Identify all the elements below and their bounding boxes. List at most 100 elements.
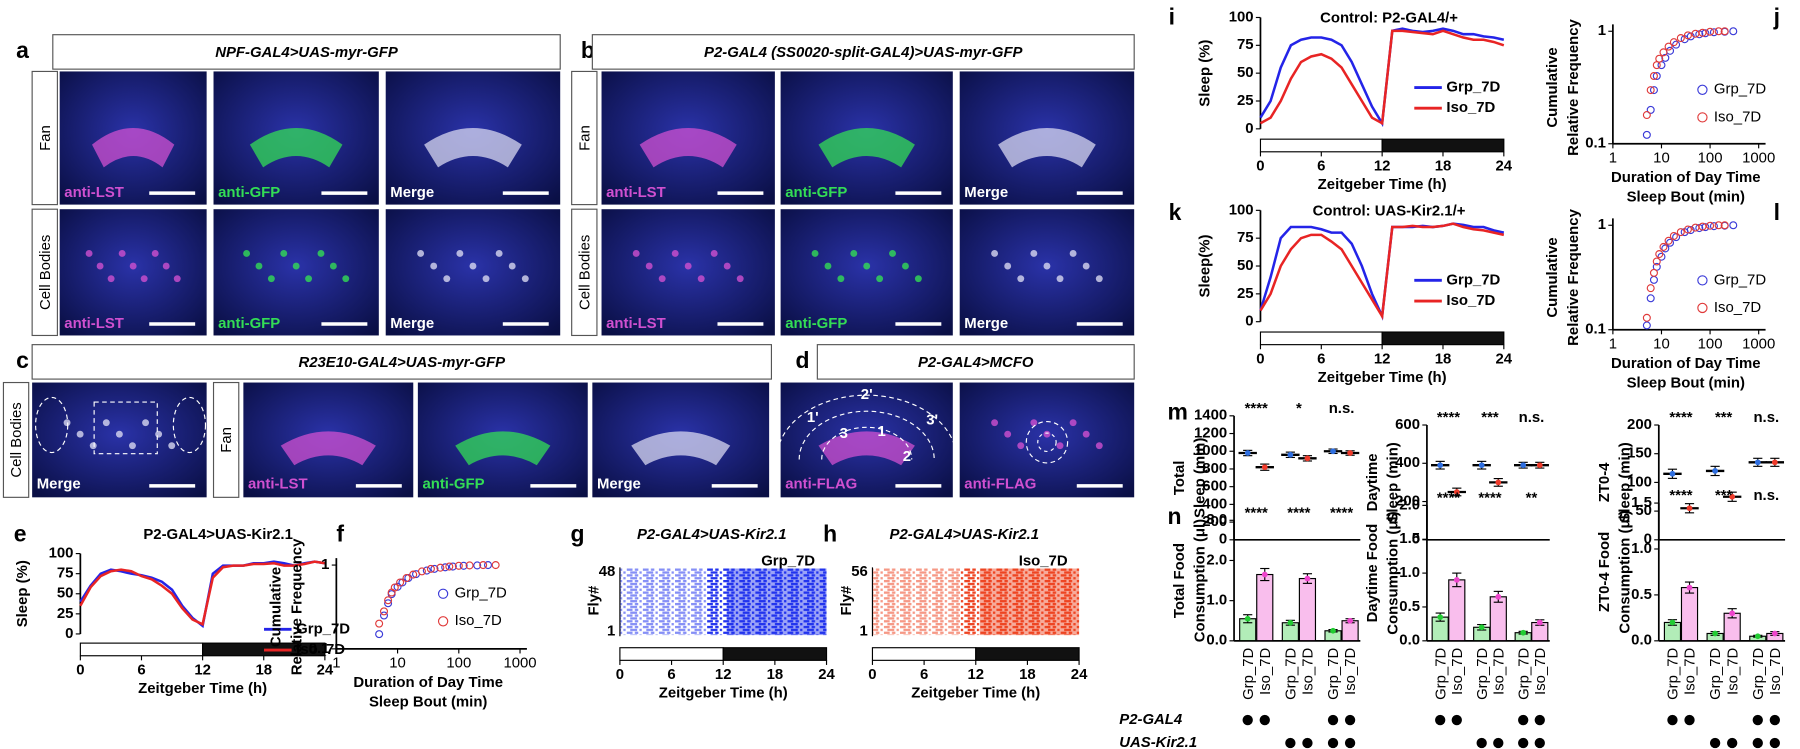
- cell-body: [243, 249, 251, 257]
- mean-dot: [1347, 450, 1353, 456]
- cell-body: [914, 275, 922, 283]
- channel-label: Merge: [964, 184, 1008, 201]
- x-tick-label: 100: [1698, 336, 1723, 353]
- light-dark-bar: [1259, 331, 1383, 346]
- bar: [1341, 620, 1359, 642]
- x-tick-label: 18: [1019, 666, 1036, 683]
- y-axis-label: Fly#: [586, 585, 603, 616]
- cell-body: [837, 275, 845, 283]
- light-dark-bar: [722, 647, 828, 661]
- cell-body: [658, 275, 666, 283]
- x-tick-label: 6: [1317, 158, 1325, 175]
- legend-label: Iso_7D: [1714, 299, 1761, 316]
- x-tick-label: Iso_7D: [1257, 647, 1274, 694]
- x-tick-label: Grp_7D: [1707, 647, 1724, 699]
- y-tick-label: 1.0: [1631, 540, 1652, 557]
- cell-body: [168, 442, 176, 450]
- x-tick-label: Grp_7D: [1282, 647, 1299, 699]
- cell-body: [173, 275, 181, 283]
- significance: n.s.: [1753, 487, 1779, 504]
- y-tick-label: 50: [1237, 257, 1254, 274]
- x-tick-label: 18: [767, 666, 784, 683]
- legend-label: Iso_7D: [296, 641, 345, 658]
- genotype-dot: [1285, 737, 1296, 749]
- y-tick-label: 800: [1202, 460, 1227, 477]
- cell-body: [482, 275, 490, 283]
- panel-letter: n: [1167, 503, 1181, 529]
- y-tick-label: 100: [1627, 473, 1652, 490]
- channel-label: anti-FLAG: [785, 476, 857, 493]
- genotype-dot: [1752, 737, 1763, 749]
- mean-dot: [1686, 505, 1693, 512]
- row-label: Cell Bodies: [8, 402, 25, 477]
- light-dark-bar: [1381, 331, 1505, 346]
- cell-body: [96, 262, 104, 270]
- point: [454, 561, 463, 570]
- y-axis-label: Sleep(%): [1196, 235, 1213, 298]
- y-axis-label: ZT0-4 Food: [1596, 532, 1613, 612]
- micrograph: [959, 209, 1135, 336]
- x-tick-label: 10: [1653, 336, 1670, 353]
- y-axis-label: Sleep (%): [14, 560, 31, 627]
- roi: [35, 396, 69, 454]
- channel-label: anti-GFP: [785, 184, 847, 201]
- x-tick-label: 0: [76, 662, 84, 679]
- raster-image: [959, 568, 1080, 636]
- panel-letter: f: [336, 520, 344, 546]
- row-label: Cell Bodies: [576, 235, 593, 310]
- x-tick-label: 6: [920, 666, 928, 683]
- panel-letter: h: [823, 520, 837, 546]
- y-axis-label: Sleep (min): [1385, 442, 1402, 522]
- region-label: 3: [840, 425, 848, 442]
- y-axis-label: Daytime: [1364, 453, 1381, 511]
- point: [473, 561, 482, 570]
- y-tick-label: 1: [607, 623, 615, 640]
- panel-letter: l: [1774, 199, 1780, 225]
- channel-label: Merge: [390, 184, 434, 201]
- panel-letter: b: [581, 37, 595, 63]
- x-tick-label: 24: [1071, 666, 1088, 683]
- region-outline: [776, 394, 958, 460]
- cell-body: [329, 262, 337, 270]
- y-tick-label: 1: [1598, 22, 1606, 39]
- point: [1709, 222, 1718, 231]
- mean-dot: [1754, 633, 1761, 640]
- x-axis-label: Sleep Bout (min): [369, 694, 487, 711]
- chart-title: Control: P2-GAL4/+: [1320, 10, 1458, 27]
- y-tick-label: 600: [1202, 478, 1227, 495]
- point: [441, 563, 450, 572]
- y-tick-label: 0.5: [1399, 598, 1420, 615]
- panel-title: P2-GAL4 (SS0020-split-GAL4)>UAS-myr-GFP: [704, 44, 1023, 61]
- cell-body: [85, 249, 93, 257]
- title-box: [591, 34, 1135, 70]
- x-tick-label: 10: [389, 655, 406, 672]
- micrograph: [601, 209, 775, 336]
- y-tick-label: 1.0: [1206, 592, 1227, 609]
- region-label: 1': [807, 409, 819, 426]
- genotype-dot: [1709, 737, 1721, 749]
- y-axis-label: ZT0-4: [1596, 462, 1613, 502]
- significance: ****: [1437, 409, 1460, 426]
- mean-dot: [1330, 627, 1336, 634]
- point: [1729, 27, 1738, 36]
- y-tick-label: 0: [1245, 120, 1253, 137]
- cell-body: [292, 262, 300, 270]
- mean-dot: [1261, 464, 1268, 471]
- mean-dot: [1729, 493, 1736, 500]
- cell-body: [723, 262, 731, 270]
- channel-label: anti-GFP: [218, 315, 280, 332]
- point: [409, 570, 418, 579]
- cell-body: [155, 430, 163, 438]
- raster-image: [706, 568, 827, 636]
- x-tick-label: Iso_7D: [1490, 647, 1507, 694]
- significance: ****: [1330, 504, 1353, 521]
- point: [1669, 231, 1678, 240]
- mean-dot: [1520, 629, 1527, 636]
- y-tick-label: 0.1: [309, 640, 330, 657]
- y-tick-label: 0.0: [1631, 632, 1652, 649]
- legend-swatch: [1697, 84, 1708, 95]
- point: [430, 564, 439, 573]
- point: [375, 630, 384, 639]
- point: [1646, 284, 1655, 293]
- panel-letter: e: [14, 520, 27, 546]
